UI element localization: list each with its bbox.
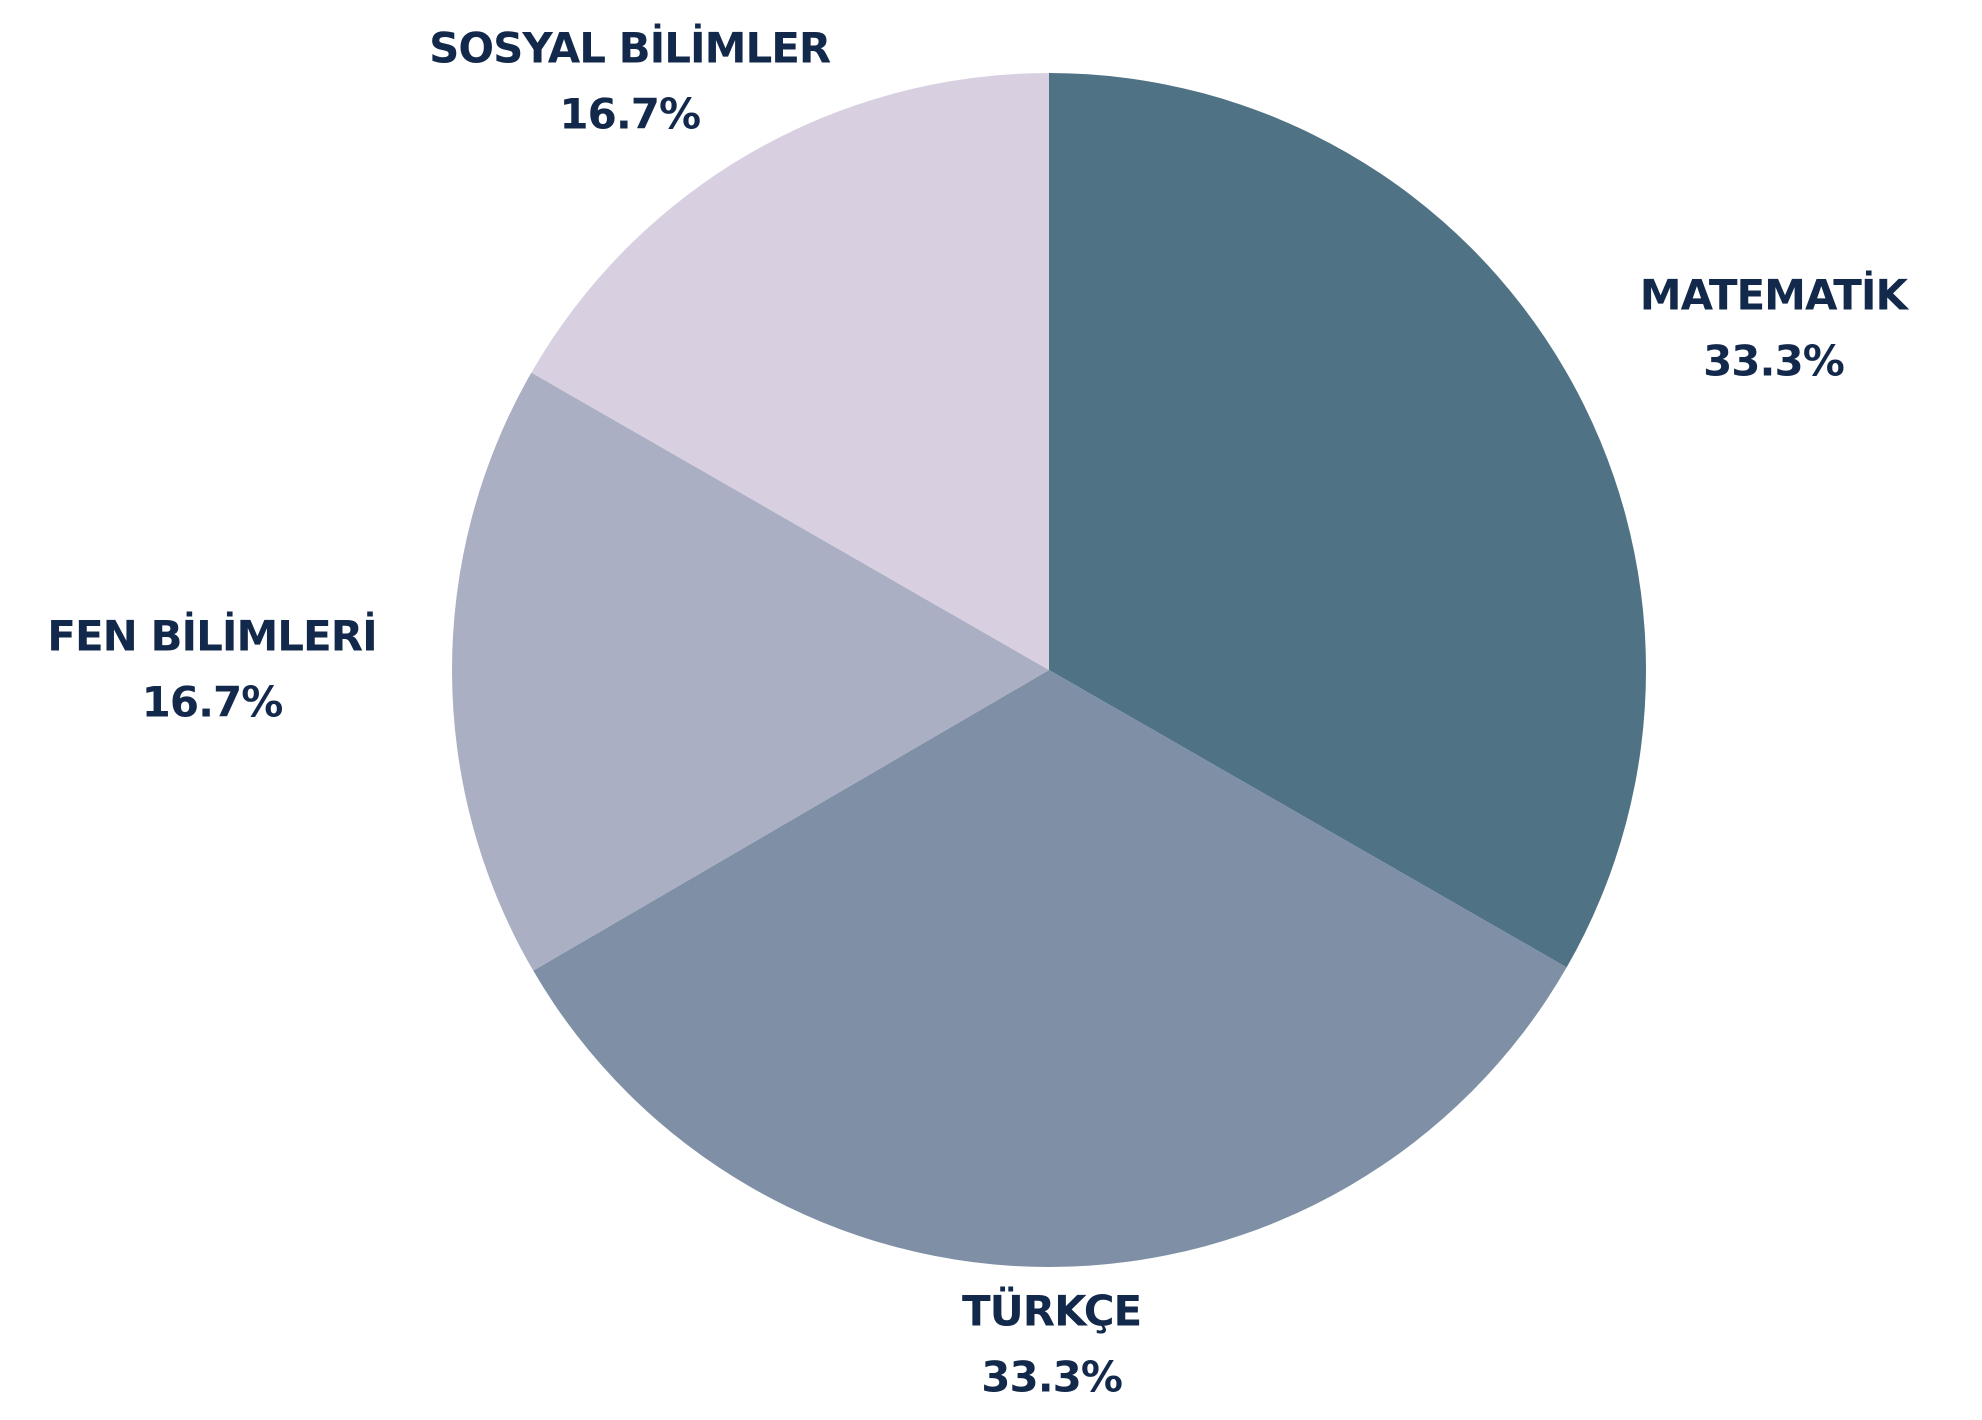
pie-slice bbox=[533, 670, 1567, 1267]
pie-slice bbox=[531, 73, 1049, 670]
slice-label: MATEMATİK bbox=[1640, 269, 1910, 319]
slice-value-label: 16.7% bbox=[559, 90, 700, 139]
slice-value-label: 33.3% bbox=[1703, 336, 1844, 385]
slice-value-label: 33.3% bbox=[981, 1352, 1122, 1401]
slice-label: SOSYAL BİLİMLER bbox=[429, 23, 831, 73]
slice-label: FEN BİLİMLERİ bbox=[47, 611, 376, 661]
slice-label: TÜRKÇE bbox=[962, 1285, 1141, 1335]
pie-slice bbox=[1049, 73, 1646, 968]
pie-slice bbox=[451, 372, 1049, 971]
slice-value-label: 16.7% bbox=[142, 678, 283, 727]
